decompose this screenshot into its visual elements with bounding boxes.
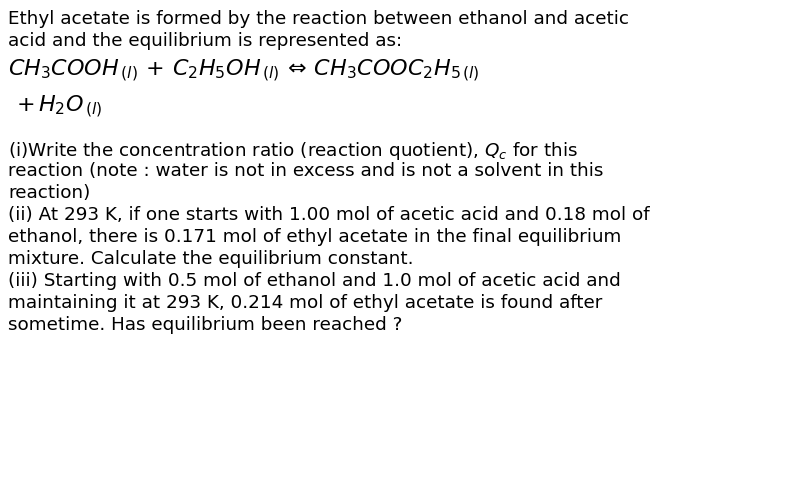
Text: reaction (note : water is not in excess and is not a solvent in this: reaction (note : water is not in excess … [8, 162, 603, 180]
Text: (iii) Starting with 0.5 mol of ethanol and 1.0 mol of acetic acid and: (iii) Starting with 0.5 mol of ethanol a… [8, 272, 621, 290]
Text: Ethyl acetate is formed by the reaction between ethanol and acetic: Ethyl acetate is formed by the reaction … [8, 10, 629, 28]
Text: (i)Write the concentration ratio (reaction quotient), $Q_c$ for this: (i)Write the concentration ratio (reacti… [8, 140, 578, 162]
Text: acid and the equilibrium is represented as:: acid and the equilibrium is represented … [8, 32, 402, 50]
Text: ethanol, there is 0.171 mol of ethyl acetate in the final equilibrium: ethanol, there is 0.171 mol of ethyl ace… [8, 228, 622, 246]
Text: (ii) At 293 K, if one starts with 1.00 mol of acetic acid and 0.18 mol of: (ii) At 293 K, if one starts with 1.00 m… [8, 206, 650, 224]
Text: $+\,H_2O_{\,(l)}$: $+\,H_2O_{\,(l)}$ [16, 94, 102, 120]
Text: $CH_3COOH_{\,(l)}\,+\,C_2H_5OH_{\,(l)}\,\Leftrightarrow\,CH_3COOC_2H_{5\,(l)}$: $CH_3COOH_{\,(l)}\,+\,C_2H_5OH_{\,(l)}\,… [8, 58, 479, 84]
Text: maintaining it at 293 K, 0.214 mol of ethyl acetate is found after: maintaining it at 293 K, 0.214 mol of et… [8, 294, 602, 312]
Text: mixture. Calculate the equilibrium constant.: mixture. Calculate the equilibrium const… [8, 250, 414, 268]
Text: reaction): reaction) [8, 184, 90, 202]
Text: sometime. Has equilibrium been reached ?: sometime. Has equilibrium been reached ? [8, 316, 402, 334]
